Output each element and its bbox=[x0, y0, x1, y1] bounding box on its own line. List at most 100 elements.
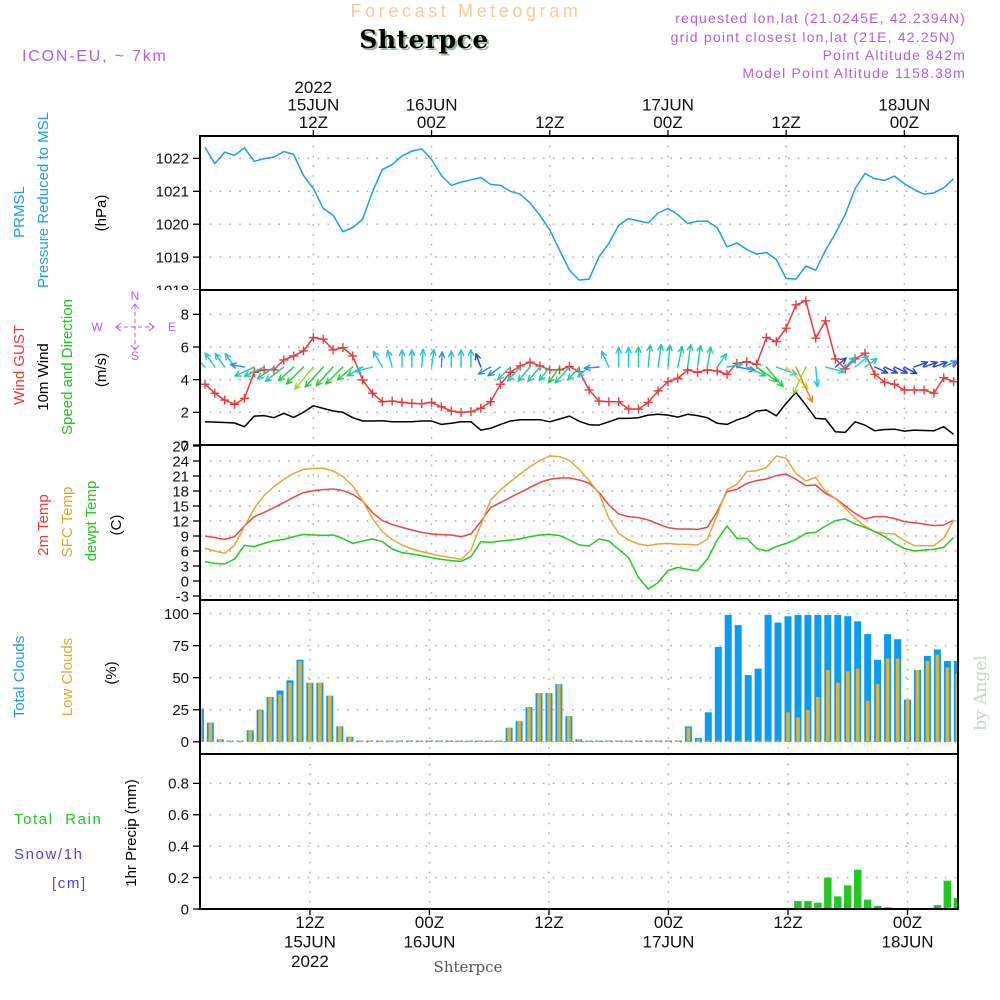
wind-arrow-head bbox=[940, 360, 948, 363]
gust-marker bbox=[318, 334, 328, 344]
low-clouds-bar bbox=[955, 673, 957, 742]
wind-arrow-head bbox=[477, 368, 483, 375]
total-rain-bar bbox=[854, 869, 862, 908]
wind-arrow-shaft bbox=[765, 366, 784, 388]
gust-marker bbox=[643, 397, 653, 407]
wind-direction-arrow bbox=[204, 352, 216, 368]
wind-arrow-head bbox=[315, 382, 323, 387]
wind-arrow-head bbox=[749, 365, 756, 371]
wind-arrow-head bbox=[487, 374, 495, 377]
gust-marker bbox=[299, 346, 308, 356]
y-tick-label: 3 bbox=[181, 558, 189, 575]
wind-arrow-head bbox=[294, 382, 298, 390]
y-tick-label: 18 bbox=[172, 483, 189, 500]
wind-direction-arrow bbox=[943, 360, 957, 368]
y-tick-label: 1018 bbox=[156, 282, 189, 299]
gust-marker bbox=[801, 296, 811, 306]
wind-arrow-head bbox=[882, 367, 889, 374]
wind-arrow-head bbox=[385, 349, 389, 358]
gust-marker bbox=[486, 397, 496, 407]
wind-arrow-head bbox=[507, 374, 511, 382]
wind-arrow-shaft bbox=[440, 351, 443, 368]
wind-direction-arrow bbox=[398, 349, 406, 368]
wind-arrow-shaft bbox=[864, 357, 878, 368]
y-tick-label: -3 bbox=[176, 588, 189, 605]
wind-arrow-head bbox=[387, 349, 393, 356]
dewpoint-label: dewpt Temp bbox=[83, 481, 100, 562]
wind-arrow-head bbox=[780, 380, 784, 388]
wind-arrow-shaft bbox=[726, 363, 743, 368]
low-clouds-bar bbox=[736, 740, 740, 742]
sfc-temp-line bbox=[204, 455, 955, 561]
wind-direction-arrow bbox=[600, 350, 610, 368]
bottom-time-label: 2022 bbox=[291, 952, 329, 971]
pressure-y-axis: 1018 1019 1020 1021 1022 bbox=[156, 151, 200, 299]
wind-direction-arrow bbox=[517, 366, 531, 382]
total-rain-bar bbox=[794, 901, 802, 908]
wind-arrow-shaft bbox=[421, 348, 424, 368]
gust-marker bbox=[653, 386, 663, 396]
wind-direction-arrow bbox=[635, 346, 642, 368]
wind-arrow-shaft bbox=[304, 366, 324, 388]
y-tick-label: 6 bbox=[181, 339, 189, 356]
wind-direction-arrow bbox=[923, 360, 938, 368]
wind-arrow-head bbox=[600, 350, 607, 357]
low-clouds-bar bbox=[417, 740, 422, 742]
low-clouds-bar bbox=[228, 740, 232, 742]
wind-direction-arrow bbox=[507, 366, 521, 382]
2m-temp-line bbox=[204, 473, 954, 541]
total-clouds-bar bbox=[201, 708, 204, 742]
y-tick-label: 4 bbox=[181, 372, 189, 389]
wind-direction-arrow bbox=[854, 355, 869, 368]
y-tick-label: 9 bbox=[181, 528, 189, 545]
wind-direction-arrow bbox=[315, 366, 334, 387]
clouds-unit-label: (%) bbox=[103, 661, 120, 684]
wind-arrow-head bbox=[467, 349, 472, 357]
gust-marker bbox=[239, 393, 249, 403]
wind-direction-arrow bbox=[474, 353, 482, 368]
bottom-time-label: 00Z bbox=[415, 913, 444, 932]
temperature-unit-label: (C) bbox=[108, 515, 125, 536]
wind-arrow-shaft bbox=[657, 343, 662, 368]
clouds-panel-labels: Total Clouds Low Clouds (%) bbox=[11, 636, 120, 719]
gust-marker bbox=[811, 333, 821, 343]
wind-arrow-head bbox=[961, 356, 962, 362]
low-clouds-bar bbox=[357, 740, 362, 742]
prmsl-line bbox=[204, 146, 955, 281]
bottom-time-label: 00Z bbox=[893, 913, 922, 932]
wind-direction-arrow bbox=[487, 366, 502, 377]
wind-arrow-shaft bbox=[923, 361, 938, 368]
wind-arrow-shaft bbox=[201, 362, 206, 368]
low-clouds-bar bbox=[885, 658, 890, 742]
wind-direction-arrow bbox=[844, 356, 856, 368]
wind-arrow-head bbox=[256, 376, 265, 380]
wind-direction-arrow bbox=[874, 366, 889, 374]
gust-marker bbox=[633, 404, 643, 414]
wind-arrow-head bbox=[438, 351, 443, 358]
low-clouds-bar bbox=[367, 740, 372, 742]
wind-arrow-shaft bbox=[487, 366, 502, 377]
low-clouds-bar bbox=[308, 682, 312, 742]
low-clouds-bar bbox=[208, 722, 213, 742]
wind-arrow-head bbox=[336, 377, 344, 381]
low-clouds-bar bbox=[537, 693, 541, 742]
compass-west-chevron-icon bbox=[115, 322, 122, 332]
wind-arrow-head bbox=[660, 343, 664, 352]
wind-arrow-head bbox=[460, 349, 465, 357]
y-tick-label: 25 bbox=[172, 702, 189, 719]
low-clouds-bar bbox=[646, 740, 651, 742]
wind-direction-arrow bbox=[294, 366, 315, 390]
wind-arrow-head bbox=[229, 363, 237, 369]
wind-arrow-head bbox=[527, 378, 535, 382]
wind-arrow-shaft bbox=[554, 366, 571, 384]
wind-direction-arrow bbox=[538, 366, 551, 382]
low-clouds-bar bbox=[427, 740, 432, 742]
bottom-time-label: 16JUN bbox=[403, 933, 455, 952]
wind-arrow-head bbox=[932, 361, 938, 368]
wind-arrow-head bbox=[224, 353, 227, 361]
wind-arrow-head bbox=[277, 378, 286, 382]
wind-arrow-head bbox=[870, 357, 878, 361]
low-clouds-bar bbox=[497, 740, 501, 742]
gust-marker bbox=[279, 355, 289, 365]
